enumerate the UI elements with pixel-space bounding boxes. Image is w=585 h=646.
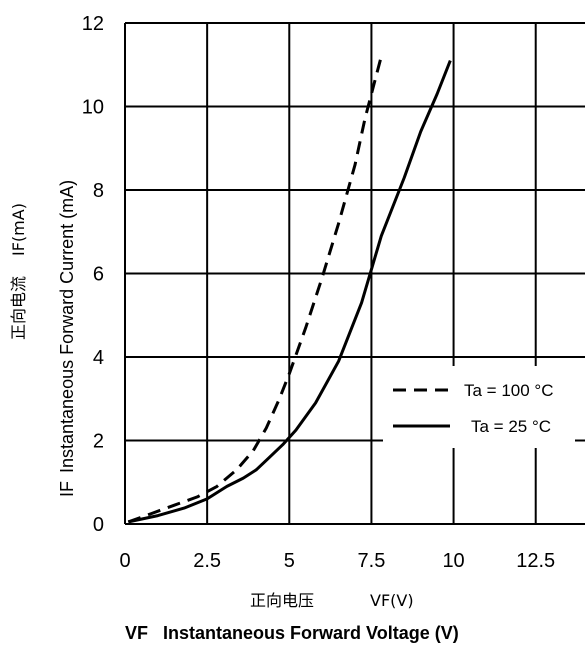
series-line-ta-25: [127, 60, 452, 524]
tick-labels: 0 2.5 5 7.5 10 12.5 0 2 4 6 8 10 12: [82, 13, 555, 572]
x-tick-label: 5: [284, 550, 295, 572]
y-tick-label: 4: [93, 347, 104, 369]
x-axis-label-cn-symbol: VF(V): [370, 591, 414, 610]
legend-background: [383, 366, 575, 448]
y-axis-label-cn-symbol: IF(mA): [9, 203, 28, 256]
y-tick-label: 12: [82, 13, 104, 35]
x-tick-label: 10: [442, 550, 464, 572]
x-tick-label: 0: [119, 550, 130, 572]
x-axis-label-en-symbol: VF: [125, 623, 148, 643]
y-tick-label: 10: [82, 97, 104, 119]
series-layer: [127, 56, 452, 524]
y-tick-label: 8: [93, 180, 104, 202]
y-axis-label-en-text: Instantaneous Forward Current (mA): [57, 180, 77, 473]
x-tick-label: 12.5: [516, 550, 555, 572]
x-tick-label: 2.5: [193, 550, 221, 572]
y-tick-label: 2: [93, 431, 104, 453]
series-line-ta-100: [127, 56, 383, 524]
legend-label-ta-100: Ta = 100 °C: [464, 381, 554, 400]
y-tick-label: 6: [93, 264, 104, 286]
y-axis-label-en-symbol: IF: [57, 481, 77, 497]
legend-label-ta-25: Ta = 25 °C: [471, 417, 551, 436]
y-tick-label: 0: [93, 514, 104, 536]
legend: Ta = 100 °C Ta = 25 °C: [383, 366, 575, 448]
x-axis-label-en-text: Instantaneous Forward Voltage (V): [163, 623, 459, 643]
x-axis-label-cn: 正向电压: [250, 591, 314, 610]
y-axis-label-cn: 正向电流: [9, 276, 28, 340]
axes: [124, 23, 585, 525]
x-tick-label: 7.5: [358, 550, 386, 572]
grid: [125, 22, 585, 524]
